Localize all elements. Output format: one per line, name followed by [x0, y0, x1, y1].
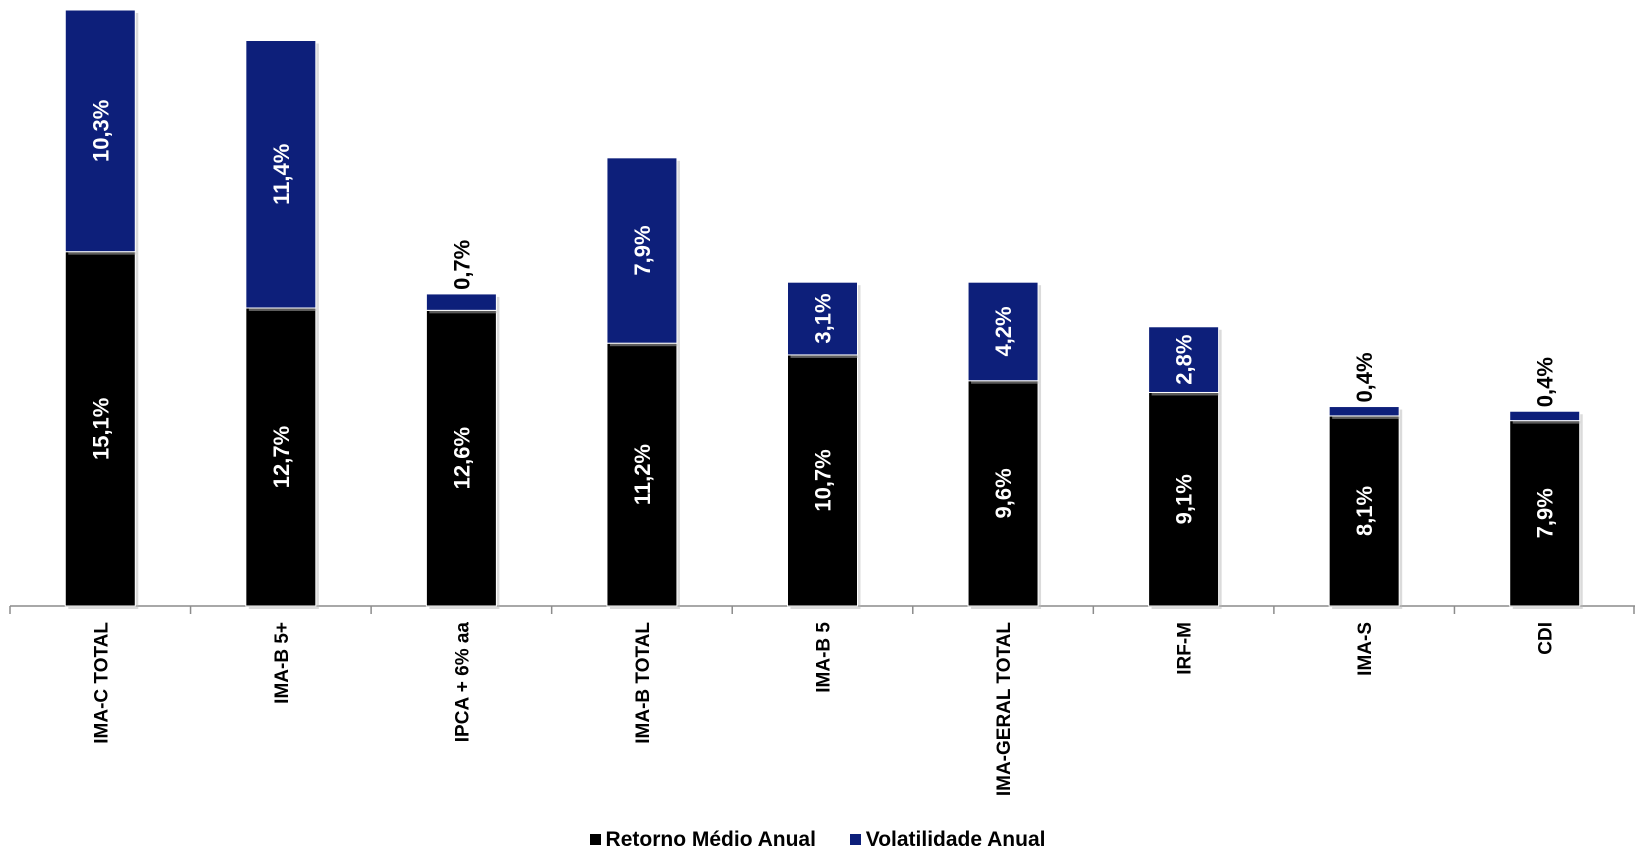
data-label: 7,9%: [630, 225, 655, 275]
data-label: 10,3%: [88, 100, 113, 162]
legend-item-retorno: Retorno Médio Anual: [589, 828, 816, 852]
bar-retorno: [967, 380, 1039, 607]
data-label: 12,7%: [269, 426, 294, 488]
chart-legend: Retorno Médio Anual Volatilidade Anual: [0, 828, 1635, 852]
bar-volatilidade: [1509, 410, 1581, 422]
category-label: IMA-B 5: [814, 622, 835, 693]
data-label: 3,1%: [811, 293, 836, 343]
category-label: IPCA + 6% aa: [452, 622, 473, 743]
category-label: IMA-C TOTAL: [91, 622, 112, 744]
data-label: 11,2%: [630, 444, 655, 505]
bar-volatilidade: [787, 281, 858, 356]
bar-volatilidade: [245, 40, 317, 309]
category-label: IMA-GERAL TOTAL: [994, 622, 1015, 797]
data-label: 15,1%: [88, 398, 113, 460]
data-label: 2,8%: [1172, 335, 1197, 385]
bar-retorno: [425, 309, 497, 607]
data-label: 7,9%: [1533, 488, 1558, 538]
bar-volatilidade: [425, 293, 497, 311]
bar-retorno: [1509, 420, 1581, 607]
bar-volatilidade: [1148, 326, 1220, 393]
bar-volatilidade: [64, 9, 136, 253]
data-label: 9,1%: [1172, 474, 1197, 524]
data-label: 0,4%: [1533, 357, 1558, 407]
category-label: IRF-M: [1175, 622, 1196, 675]
category-label: CDI: [1536, 622, 1557, 655]
legend-swatch-retorno: [589, 834, 601, 845]
bar-volatilidade: [967, 281, 1039, 382]
data-label: 0,4%: [1352, 352, 1377, 402]
bar-retorno: [1328, 415, 1400, 607]
bar-retorno: [1148, 391, 1220, 607]
bar-retorno: [606, 342, 678, 607]
legend-swatch-volatilidade: [849, 834, 861, 845]
data-label: 9,6%: [991, 468, 1016, 518]
data-label: 0,7%: [449, 240, 474, 290]
data-label: 4,2%: [991, 306, 1016, 356]
legend-label-retorno: Retorno Médio Anual: [605, 828, 816, 851]
bar-volatilidade: [1328, 406, 1400, 417]
legend-item-volatilidade: Volatilidade Anual: [849, 828, 1046, 852]
bar-retorno: [787, 354, 858, 607]
category-label: IMA-B 5+: [272, 622, 293, 704]
data-label: 11,4%: [269, 144, 294, 205]
category-label: IMA-S: [1355, 622, 1376, 676]
legend-label-volatilidade: Volatilidade Anual: [865, 828, 1046, 851]
bar-retorno: [64, 251, 136, 607]
bar-volatilidade: [606, 157, 678, 344]
data-label: 12,6%: [449, 427, 474, 489]
category-label: IMA-B TOTAL: [633, 622, 654, 744]
data-label: 8,1%: [1352, 486, 1377, 536]
data-label: 10,7%: [811, 449, 836, 511]
